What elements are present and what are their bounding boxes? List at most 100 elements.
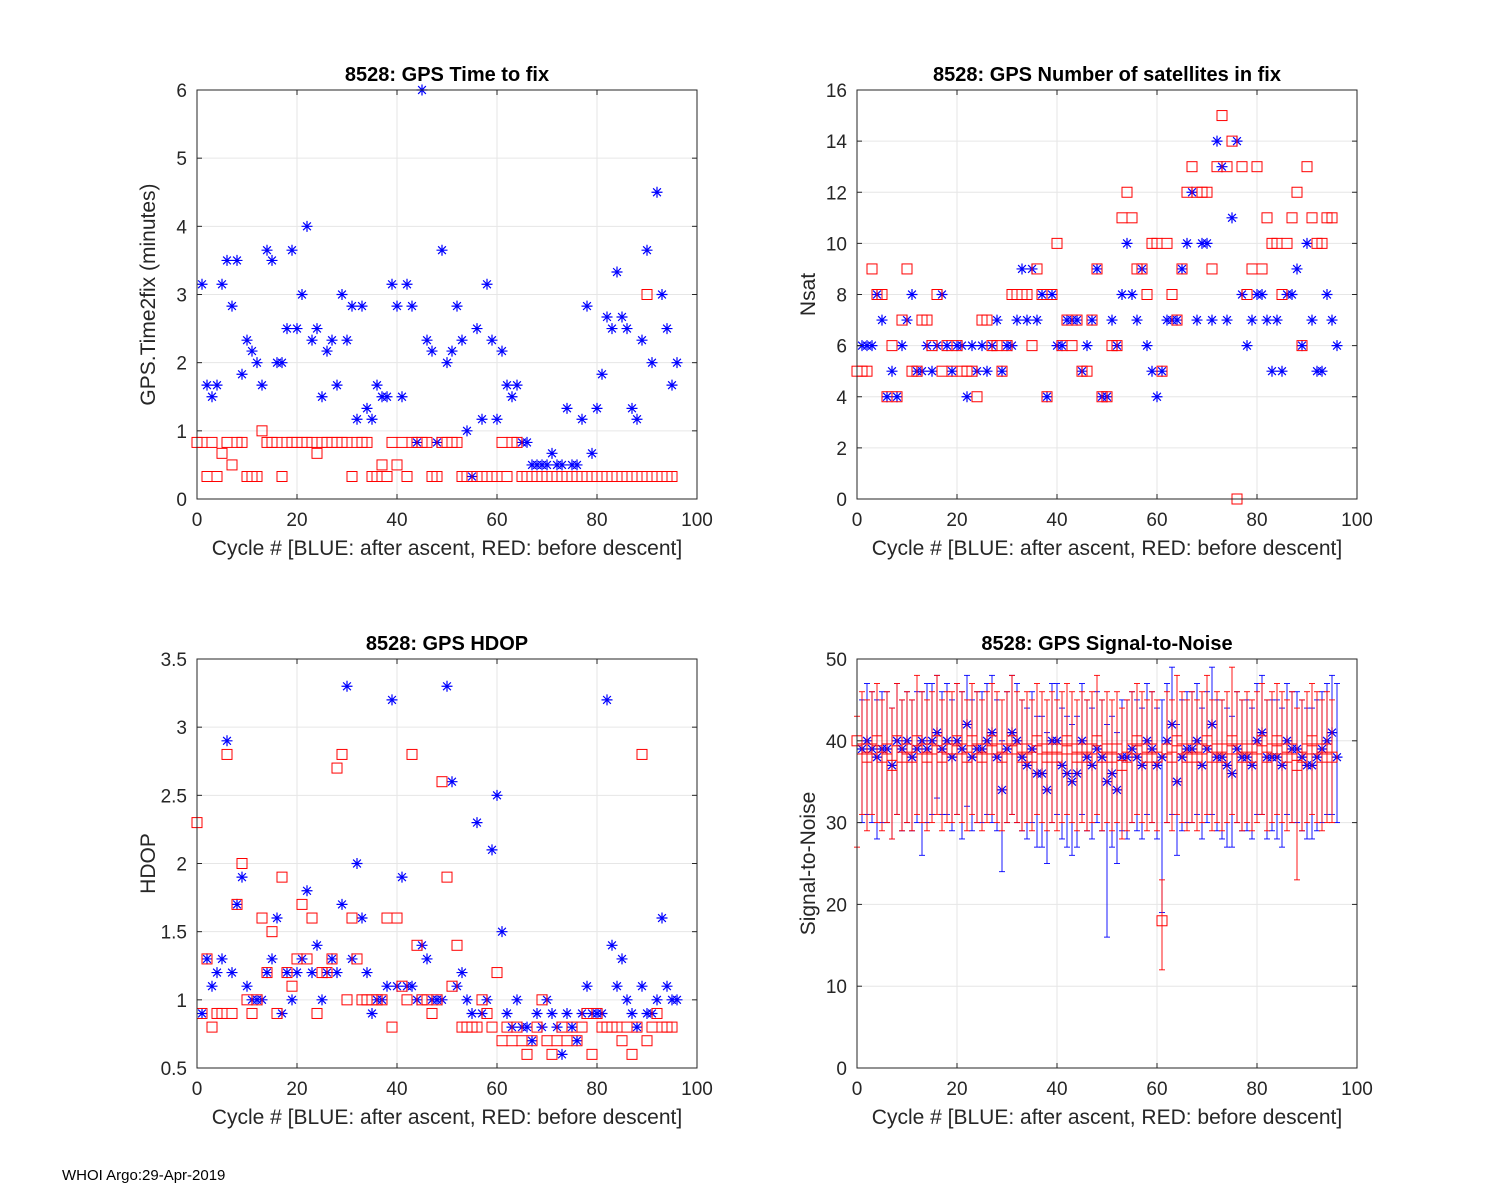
- point-square: [1031, 263, 1043, 275]
- point-asterisk: [361, 967, 373, 979]
- point-asterisk: [941, 340, 953, 352]
- point-asterisk: [1071, 314, 1083, 326]
- x-tick-label: 20: [946, 510, 967, 531]
- point-asterisk: [541, 459, 553, 471]
- point-asterisk: [591, 402, 603, 414]
- point-asterisk: [356, 912, 368, 924]
- point-square: [431, 994, 443, 1006]
- point-asterisk: [276, 357, 288, 369]
- footer-stamp: WHOI Argo:29-Apr-2019: [62, 1167, 226, 1184]
- y-axis-label: HDOP: [137, 833, 160, 894]
- point-asterisk: [511, 379, 523, 391]
- point-asterisk: [481, 278, 493, 290]
- point-asterisk: [631, 1021, 643, 1033]
- point-asterisk: [496, 345, 508, 357]
- x-tick-label: 40: [1046, 1079, 1067, 1100]
- chart-title: 8528: GPS Number of satellites in fix: [933, 64, 1281, 86]
- point-square: [406, 748, 418, 760]
- point-asterisk: [1036, 289, 1048, 300]
- point-square: [441, 871, 453, 883]
- point-asterisk: [1131, 314, 1143, 326]
- point-asterisk: [366, 413, 378, 425]
- chart-title: 8528: GPS Time to fix: [345, 64, 549, 86]
- point-asterisk: [1271, 314, 1283, 326]
- point-asterisk: [206, 391, 218, 403]
- y-tick-label: 20: [826, 895, 847, 916]
- point-square: [336, 748, 348, 760]
- point-square: [1286, 212, 1298, 224]
- point-asterisk: [616, 311, 628, 323]
- point-asterisk: [881, 391, 893, 403]
- point-square: [361, 436, 373, 448]
- point-asterisk: [341, 680, 353, 692]
- point-asterisk: [1321, 289, 1333, 300]
- point-asterisk: [1156, 365, 1168, 377]
- point-square: [396, 980, 408, 992]
- point-asterisk: [636, 980, 648, 992]
- point-asterisk: [281, 323, 293, 335]
- y-tick-label: 0.5: [161, 1059, 187, 1080]
- point-asterisk: [571, 459, 583, 471]
- point-square: [1216, 110, 1228, 122]
- point-asterisk: [576, 413, 588, 425]
- point-square: [636, 748, 648, 760]
- point-square: [1326, 212, 1338, 224]
- point-square: [381, 912, 393, 924]
- point-asterisk: [1256, 289, 1268, 300]
- x-tick-label: 60: [486, 1079, 507, 1100]
- point-square: [511, 1021, 523, 1033]
- point-asterisk: [311, 939, 323, 951]
- y-tick-label: 1: [176, 991, 187, 1012]
- point-square: [341, 994, 353, 1006]
- series-before-descent: [191, 289, 678, 483]
- point-square: [266, 926, 278, 938]
- point-asterisk: [366, 1007, 378, 1019]
- point-asterisk: [526, 1035, 538, 1047]
- point-asterisk: [601, 694, 613, 706]
- point-asterisk: [601, 311, 613, 323]
- point-square: [421, 436, 433, 448]
- point-asterisk: [506, 391, 518, 403]
- point-square: [256, 425, 268, 437]
- point-asterisk: [471, 323, 483, 335]
- point-square: [206, 1021, 218, 1033]
- point-asterisk: [316, 391, 328, 403]
- point-asterisk: [521, 1021, 533, 1033]
- point-asterisk: [626, 402, 638, 414]
- point-square: [551, 1035, 563, 1047]
- point-square: [1091, 263, 1103, 275]
- point-square: [936, 365, 948, 377]
- point-asterisk: [891, 391, 903, 403]
- chart-time2fix: 0 20 40 60 80 100 0 1 2 3 4 5 6 8528: GPS Time to fix…: [137, 64, 713, 560]
- point-asterisk: [1171, 314, 1183, 326]
- point-square: [431, 471, 443, 483]
- point-square: [1261, 212, 1273, 224]
- point-square: [896, 314, 908, 326]
- point-asterisk: [651, 994, 663, 1006]
- point-square: [306, 912, 318, 924]
- x-tick-label: 60: [1146, 510, 1167, 531]
- series-before-descent: [851, 666, 1338, 971]
- point-asterisk: [211, 967, 223, 979]
- x-tick-label: 0: [852, 1079, 863, 1100]
- point-square: [1081, 365, 1093, 377]
- point-asterisk: [226, 300, 238, 312]
- point-asterisk: [446, 776, 458, 788]
- point-square: [1126, 212, 1138, 224]
- point-asterisk: [1146, 365, 1158, 377]
- point-asterisk: [501, 1007, 513, 1019]
- point-square: [451, 436, 463, 448]
- point-asterisk: [651, 186, 663, 198]
- point-square: [331, 762, 343, 774]
- x-tick-label: 100: [1341, 510, 1373, 531]
- point-square: [981, 314, 993, 326]
- point-asterisk: [356, 300, 368, 312]
- point-square: [221, 748, 233, 760]
- point-asterisk: [216, 953, 228, 965]
- point-asterisk: [451, 300, 463, 312]
- point-square: [346, 471, 358, 483]
- point-square: [301, 953, 313, 965]
- point-square: [346, 912, 358, 924]
- point-asterisk: [961, 391, 973, 403]
- point-square: [1051, 237, 1063, 249]
